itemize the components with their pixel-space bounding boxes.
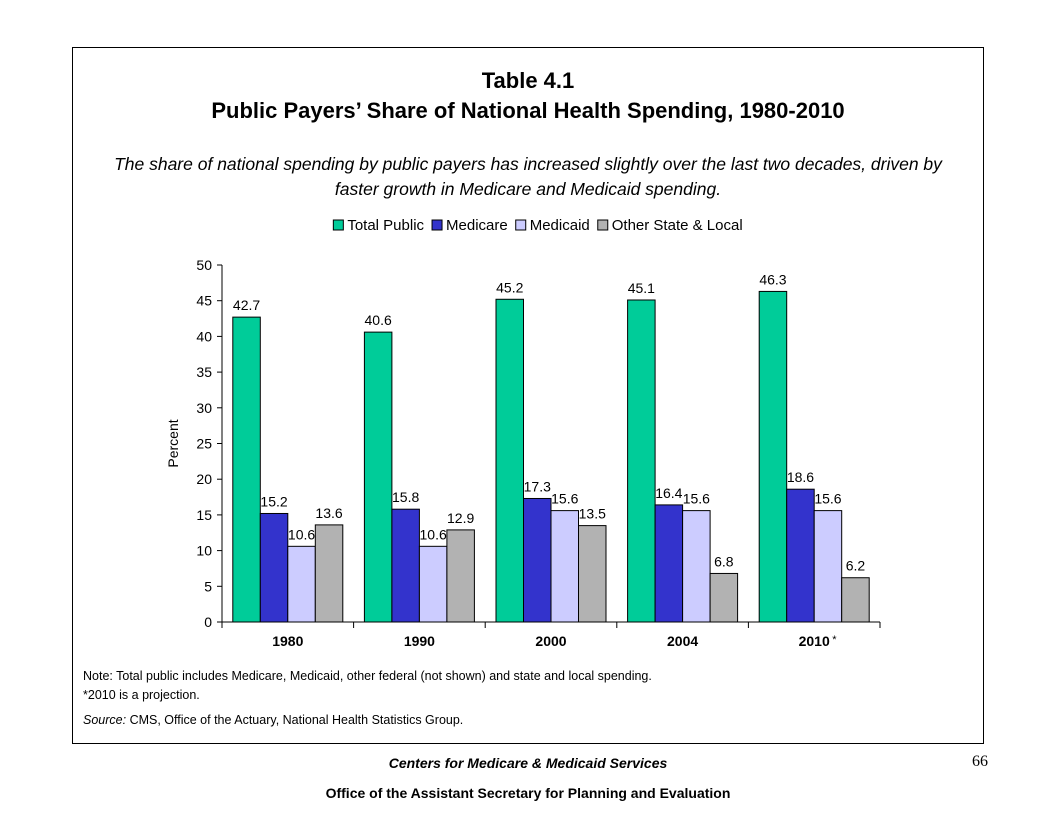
bar-medicaid bbox=[287, 545, 316, 623]
legend-swatch bbox=[431, 219, 443, 231]
legend-swatch bbox=[515, 219, 527, 231]
bar-other-state-local bbox=[709, 572, 739, 623]
y-tick-label: 45 bbox=[196, 293, 212, 309]
y-tick-label: 0 bbox=[204, 614, 212, 630]
data-label: 10.6 bbox=[420, 526, 447, 542]
bar-total-public bbox=[232, 316, 261, 623]
y-axis-label: Percent bbox=[165, 419, 181, 467]
data-label: 10.6 bbox=[288, 526, 315, 542]
legend-label: Other State & Local bbox=[612, 217, 743, 234]
bar-total-public bbox=[363, 331, 393, 623]
y-tick-label: 30 bbox=[196, 400, 212, 416]
bar-total-public bbox=[495, 298, 524, 623]
x-tick-label: 2010 bbox=[799, 633, 830, 649]
y-tick-label: 25 bbox=[196, 436, 212, 452]
x-tick-label: 1980 bbox=[272, 633, 303, 649]
projection-note: *2010 is a projection. bbox=[83, 688, 200, 702]
legend-swatch bbox=[597, 219, 609, 231]
note-line: Note: Total public includes Medicare, Me… bbox=[83, 669, 652, 683]
data-label: 45.1 bbox=[628, 280, 655, 296]
data-label: 15.6 bbox=[814, 491, 841, 507]
source-label: Source: bbox=[83, 713, 127, 727]
data-label: 40.6 bbox=[365, 312, 392, 328]
legend-label: Medicaid bbox=[530, 217, 590, 234]
legend-label: Total Public bbox=[347, 217, 424, 234]
chart-title: Public Payers’ Share of National Health … bbox=[211, 98, 845, 123]
data-label: 15.2 bbox=[260, 493, 287, 509]
bar-medicaid bbox=[682, 510, 711, 623]
bar-medicare bbox=[523, 497, 552, 623]
y-tick-label: 35 bbox=[196, 364, 212, 380]
source-note: Source: CMS, Office of the Actuary, Nati… bbox=[83, 713, 463, 727]
data-label: 13.6 bbox=[315, 505, 342, 521]
bar-medicare bbox=[391, 508, 420, 623]
data-label: 46.3 bbox=[759, 271, 786, 287]
bar-other-state-local bbox=[841, 577, 870, 623]
data-label: 45.2 bbox=[496, 279, 523, 295]
bar-medicare bbox=[786, 488, 815, 623]
data-label: 15.8 bbox=[392, 489, 419, 505]
slide-frame bbox=[72, 47, 984, 744]
chart-subtitle: The share of national spending by public… bbox=[114, 154, 942, 199]
data-label: 15.6 bbox=[551, 491, 578, 507]
bar-medicare bbox=[654, 504, 684, 623]
data-label: 13.5 bbox=[579, 506, 606, 522]
footer-organization: Centers for Medicare & Medicaid Services bbox=[388, 755, 668, 771]
y-tick-label: 15 bbox=[196, 507, 212, 523]
data-label: 12.9 bbox=[447, 510, 474, 526]
table-number: Table 4.1 bbox=[481, 68, 575, 93]
bar-other-state-local bbox=[578, 525, 607, 623]
data-label: 15.6 bbox=[683, 491, 710, 507]
bar-medicare bbox=[259, 512, 289, 623]
data-label: 42.7 bbox=[233, 297, 260, 313]
bar-total-public bbox=[758, 290, 788, 623]
bar-other-state-local bbox=[314, 524, 344, 623]
y-tick-label: 50 bbox=[196, 257, 212, 273]
y-tick-label: 10 bbox=[196, 543, 212, 559]
legend-label: Medicare bbox=[446, 217, 508, 234]
data-label: 6.2 bbox=[846, 558, 866, 574]
data-label: 6.8 bbox=[714, 553, 734, 569]
x-tick-label-suffix: * bbox=[832, 634, 837, 646]
data-label: 17.3 bbox=[524, 478, 551, 494]
bar-medicaid bbox=[813, 510, 843, 623]
bar-medicaid bbox=[418, 545, 448, 623]
page-number: 66 bbox=[972, 753, 988, 770]
bar-other-state-local bbox=[446, 529, 475, 623]
x-tick-label: 2004 bbox=[667, 633, 698, 649]
data-label: 18.6 bbox=[787, 469, 814, 485]
source-text: CMS, Office of the Actuary, National Hea… bbox=[126, 713, 464, 727]
y-tick-label: 40 bbox=[196, 328, 212, 344]
footer-office: Office of the Assistant Secretary for Pl… bbox=[325, 785, 731, 801]
y-tick-label: 5 bbox=[204, 578, 212, 594]
bar-total-public bbox=[627, 299, 656, 623]
bar-medicaid bbox=[550, 510, 579, 623]
x-tick-label: 1990 bbox=[404, 633, 435, 649]
data-label: 16.4 bbox=[655, 485, 682, 501]
y-tick-label: 20 bbox=[196, 471, 212, 487]
x-tick-label: 2000 bbox=[535, 633, 566, 649]
legend-swatch bbox=[332, 219, 344, 231]
